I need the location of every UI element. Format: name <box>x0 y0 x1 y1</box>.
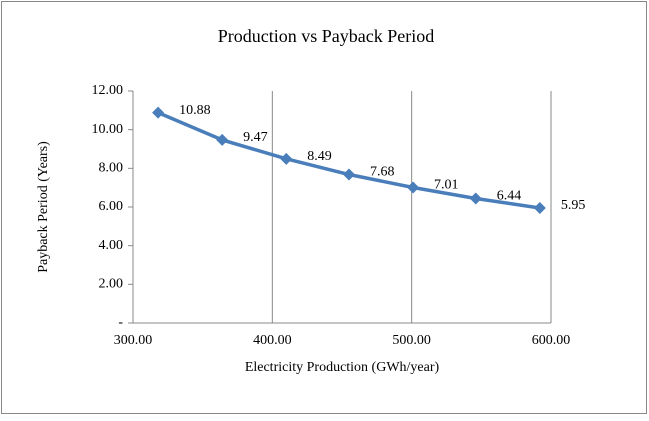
y-tick-label: 8.00 <box>99 161 124 176</box>
data-point <box>407 181 420 194</box>
y-tick-label: 10.00 <box>92 122 124 137</box>
y-tick-label: 12.00 <box>92 83 124 98</box>
data-point <box>216 133 229 146</box>
x-tick-label: 600.00 <box>532 333 571 348</box>
x-axis-label: Electricity Production (GWh/year) <box>245 360 440 375</box>
data-point <box>342 168 355 181</box>
y-tick-label: - <box>118 315 123 330</box>
data-point <box>469 192 482 205</box>
data-label: 7.68 <box>370 165 395 180</box>
chart-title: Production vs Payback Period <box>218 26 434 46</box>
x-tick-label: 500.00 <box>392 333 431 348</box>
x-tick-label: 400.00 <box>253 333 292 348</box>
y-tick-label: 4.00 <box>99 238 124 253</box>
data-point <box>280 152 293 165</box>
data-point <box>152 106 165 119</box>
data-label: 8.49 <box>307 149 332 164</box>
data-label: 10.88 <box>179 103 211 118</box>
data-point <box>533 201 546 214</box>
y-tick-label: 2.00 <box>99 277 124 292</box>
x-tick-label: 300.00 <box>114 333 153 348</box>
y-axis-label: Payback Period (Years) <box>36 141 51 273</box>
data-label: 5.95 <box>561 198 586 213</box>
data-label: 9.47 <box>243 130 268 145</box>
data-label: 6.44 <box>497 189 522 204</box>
y-tick-label: 6.00 <box>99 199 124 214</box>
data-label: 7.01 <box>434 178 459 193</box>
